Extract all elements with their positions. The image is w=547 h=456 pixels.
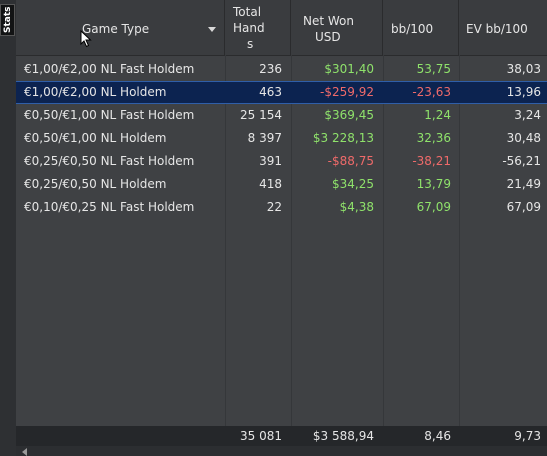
- net-won-cell: $369,45: [324, 108, 374, 122]
- column-header-net-won-line1: Net Won: [303, 14, 354, 28]
- ev-bb100-cell: 13,96: [506, 85, 541, 99]
- table-row[interactable]: €1,00/€2,00 NL Fast Holdem 236 $301,40 53,7…: [16, 58, 547, 81]
- bb100-cell: 67,09: [416, 200, 451, 214]
- table-row[interactable]: €0,25/€0,50 NL Fast Holdem 391 -$88,75 -38,…: [16, 150, 547, 173]
- net-won-cell: -$88,75: [327, 154, 374, 168]
- table-row[interactable]: €1,00/€2,00 NL Holdem 463 -$259,92 -23,63 13…: [16, 81, 547, 104]
- net-won-cell: $4,38: [339, 200, 374, 214]
- chevron-down-icon[interactable]: [208, 27, 216, 32]
- game-type-cell: €0,50/€1,00 NL Holdem: [24, 131, 167, 145]
- column-header-game-type-label: Game Type: [82, 22, 150, 36]
- total-hands-cell: 22: [266, 200, 282, 214]
- ev-bb100-cell: 3,24: [514, 108, 541, 122]
- column-divider: [291, 55, 292, 426]
- column-header-total-hands-line3: s: [247, 37, 254, 51]
- arrow-left-icon[interactable]: [22, 448, 27, 456]
- side-tab-bar: Stats: [0, 0, 17, 456]
- net-won-cell: $3 228,13: [312, 131, 374, 145]
- bb100-cell: 32,36: [416, 131, 451, 145]
- game-type-cell: €0,25/€0,50 NL Holdem: [24, 177, 167, 191]
- mouse-pointer-icon: [80, 30, 92, 48]
- column-header-total-hands-line1: Total: [233, 5, 262, 19]
- bb100-cell: -23,63: [412, 85, 451, 99]
- grid-body: €1,00/€2,00 NL Fast Holdem 236 $301,40 53,7…: [16, 58, 547, 219]
- game-type-cell: €1,00/€2,00 NL Fast Holdem: [24, 62, 195, 76]
- total-hands-cell: 236: [259, 62, 282, 76]
- column-header-bb100[interactable]: bb/100: [383, 0, 459, 55]
- total-hands-cell: 8 397: [247, 131, 282, 145]
- table-row[interactable]: €0,25/€0,50 NL Holdem 418 $34,25 13,79 21,49: [16, 173, 547, 196]
- stats-grid: Game Type Total Hand s Net Won USD bb/10…: [16, 0, 547, 446]
- column-divider: [225, 55, 226, 426]
- horizontal-scrollbar[interactable]: [16, 446, 547, 456]
- stats-tab[interactable]: Stats: [0, 4, 15, 36]
- grid-header: Game Type Total Hand s Net Won USD bb/10…: [16, 0, 547, 56]
- table-row[interactable]: €0,50/€1,00 NL Holdem 8 397 $3 228,13 32,36…: [16, 127, 547, 150]
- total-hands-cell: 391: [259, 154, 282, 168]
- bb100-cell: 1,24: [424, 108, 451, 122]
- column-header-ev-bb100[interactable]: EV bb/100: [459, 0, 547, 55]
- total-hands: 35 081: [240, 429, 282, 443]
- net-won-cell: -$259,92: [320, 85, 374, 99]
- table-row[interactable]: €0,50/€1,00 NL Fast Holdem 25 154 $369,45 1…: [16, 104, 547, 127]
- bb100-cell: -38,21: [412, 154, 451, 168]
- game-type-cell: €0,25/€0,50 NL Fast Holdem: [24, 154, 195, 168]
- game-type-cell: €0,10/€0,25 NL Fast Holdem: [24, 200, 195, 214]
- ev-bb100-cell: 21,49: [506, 177, 541, 191]
- ev-bb100-cell: 67,09: [506, 200, 541, 214]
- ev-bb100-cell: -56,21: [502, 154, 541, 168]
- table-row[interactable]: €0,10/€0,25 NL Fast Holdem 22 $4,38 67,09 67…: [16, 196, 547, 219]
- ev-bb100-cell: 38,03: [506, 62, 541, 76]
- ev-bb100-cell: 30,48: [506, 131, 541, 145]
- column-header-ev-bb100-label: EV bb/100: [466, 22, 528, 36]
- column-header-total-hands-line2: Hand: [233, 21, 265, 35]
- column-header-bb100-label: bb/100: [391, 22, 434, 36]
- total-hands-cell: 25 154: [240, 108, 282, 122]
- column-header-net-won-line2: USD: [315, 30, 341, 44]
- game-type-cell: €0,50/€1,00 NL Fast Holdem: [24, 108, 195, 122]
- column-header-net-won[interactable]: Net Won USD: [291, 0, 383, 55]
- column-header-total-hands[interactable]: Total Hand s: [225, 0, 291, 55]
- total-net-won: $3 588,94: [312, 429, 374, 443]
- net-won-cell: $301,40: [324, 62, 374, 76]
- total-ev-bb100: 9,73: [514, 429, 541, 443]
- column-divider: [459, 55, 460, 426]
- column-header-game-type[interactable]: Game Type: [16, 0, 225, 55]
- total-hands-cell: 463: [259, 85, 282, 99]
- total-hands-cell: 418: [259, 177, 282, 191]
- bb100-cell: 13,79: [416, 177, 451, 191]
- totals-row: 35 081 $3 588,94 8,46 9,73: [16, 426, 547, 446]
- bb100-cell: 53,75: [416, 62, 451, 76]
- game-type-cell: €1,00/€2,00 NL Holdem: [24, 85, 167, 99]
- column-divider: [383, 55, 384, 426]
- total-bb100: 8,46: [424, 429, 451, 443]
- net-won-cell: $34,25: [332, 177, 374, 191]
